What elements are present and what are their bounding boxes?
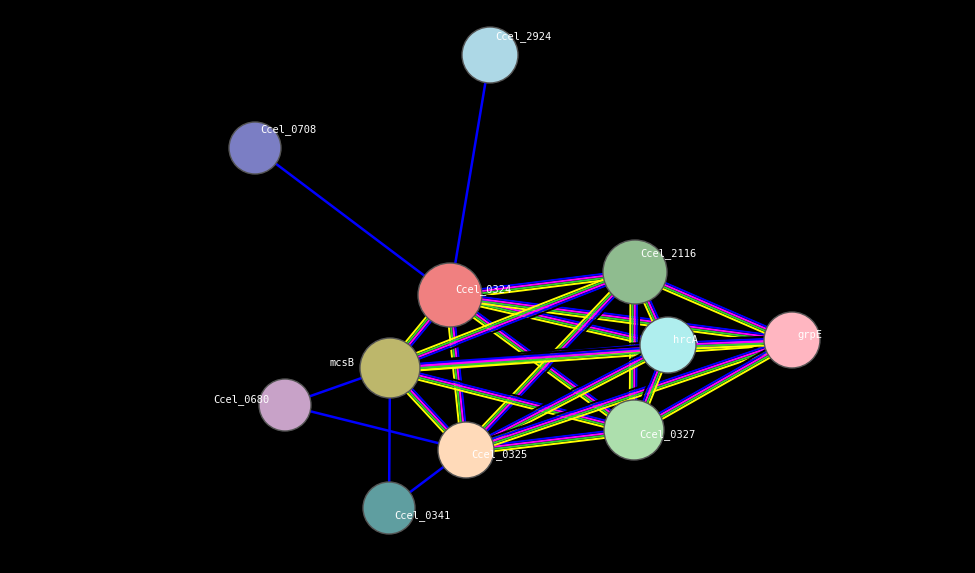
Text: hrcA: hrcA — [673, 335, 698, 345]
Circle shape — [604, 400, 664, 460]
Circle shape — [603, 240, 667, 304]
Circle shape — [229, 122, 281, 174]
Text: Ccel_0325: Ccel_0325 — [471, 450, 527, 461]
Circle shape — [363, 482, 415, 534]
Text: Ccel_0327: Ccel_0327 — [639, 430, 695, 441]
Text: Ccel_2924: Ccel_2924 — [495, 32, 551, 42]
Text: Ccel_0680: Ccel_0680 — [213, 395, 269, 406]
Circle shape — [462, 27, 518, 83]
Text: mcsB: mcsB — [330, 358, 355, 368]
Circle shape — [418, 263, 482, 327]
Text: Ccel_0324: Ccel_0324 — [455, 285, 511, 296]
Circle shape — [764, 312, 820, 368]
Circle shape — [259, 379, 311, 431]
Circle shape — [438, 422, 494, 478]
Text: Ccel_2116: Ccel_2116 — [640, 249, 696, 260]
Circle shape — [360, 338, 420, 398]
Text: Ccel_0708: Ccel_0708 — [260, 124, 316, 135]
Text: Ccel_0341: Ccel_0341 — [394, 511, 450, 521]
Text: grpE: grpE — [797, 330, 822, 340]
Circle shape — [640, 317, 696, 373]
